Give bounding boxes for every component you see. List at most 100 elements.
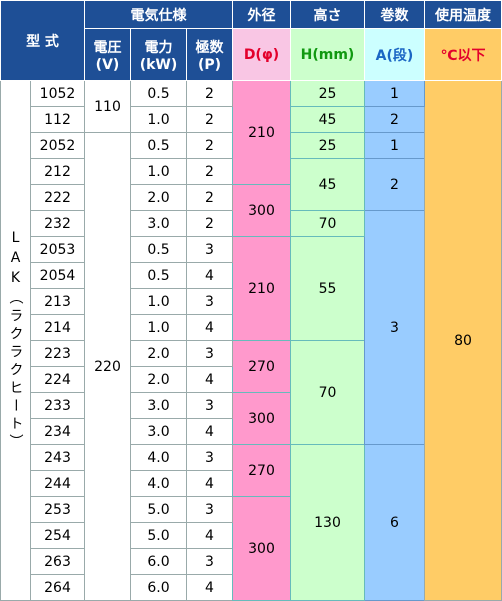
table-row: 223 2.0 3 270 70 [1,340,502,445]
label: 電圧 [93,39,122,56]
height-cell: 45 [290,106,365,133]
power-cell: 0.5 [130,236,187,263]
model-cell: 112 [30,106,85,133]
poles-cell: 2 [186,80,233,107]
turns-cell: 1 [364,132,425,159]
table-row: 2052 220 0.5 2 25 1 [1,132,502,601]
electrical-header: 電気仕様 [84,0,233,29]
poles-cell: 4 [186,522,233,549]
poles-cell: 3 [186,496,233,523]
voltage-header: 電圧 (V) [84,28,131,81]
power-cell: 5.0 [130,522,187,549]
height-cell: 25 [290,132,365,159]
table-row: 212 1.0 2 45 2 [1,158,502,211]
turns-cell: 3 [364,210,425,445]
power-cell: 3.0 [130,418,187,445]
turns-cell: 1 [364,80,425,107]
poles-cell: 3 [186,444,233,471]
power-cell: 1.0 [130,106,187,133]
voltage-cell: 220 [84,132,131,601]
height-cell: 25 [290,80,365,107]
table-row: 232 3.0 2 70 3 [1,210,502,445]
poles-cell: 4 [186,314,233,341]
model-cell: 234 [30,418,85,445]
model-cell: 254 [30,522,85,549]
table-body: LAK（ラクラクヒート） 1052 110 0.5 2 210 25 1 80 112 1.0 2 45… [0,80,502,601]
height-cell: 45 [290,158,365,211]
unit: (kW) [139,56,178,73]
turns-header: 巻数 [364,0,425,29]
model-cell: 264 [30,574,85,601]
table-row: 213 1.0 3 [1,288,502,315]
diameter-unit: D(φ) [232,28,291,81]
power-cell: 3.0 [130,210,187,237]
poles-cell: 2 [186,210,233,237]
model-cell: 223 [30,340,85,367]
poles-header: 極数 (P) [186,28,233,81]
power-cell: 1.0 [130,288,187,315]
label: 極数 [195,39,224,56]
power-cell: 2.0 [130,184,187,211]
poles-cell: 3 [186,392,233,419]
diameter-cell: 270 [232,340,291,393]
height-unit: H(mm) [290,28,365,81]
model-cell: 213 [30,288,85,315]
label: 電力 [144,39,173,56]
turns-cell: 2 [364,158,425,211]
power-cell: 4.0 [130,470,187,497]
table-row: 253 5.0 3 300 [1,496,502,601]
table-row: 112 1.0 2 45 2 [1,106,502,133]
diameter-cell: 210 [232,236,291,341]
table-row: 254 5.0 4 [1,522,502,549]
diameter-cell: 270 [232,444,291,497]
series-name: LAK（ラクラクヒート） [0,80,31,601]
table-header: 型 式 電気仕様 外径 高さ 巻数 使用温度 電圧 (V) 電力 (kW) 極数 (P… [0,0,502,81]
turns-cell: 2 [364,106,425,133]
turns-unit: A(段) [364,28,425,81]
voltage-cell: 110 [84,80,131,133]
power-cell: 0.5 [130,132,187,159]
model-cell: 2053 [30,236,85,263]
diameter-cell: 300 [232,496,291,601]
power-cell: 2.0 [130,340,187,367]
table-row: LAK（ラクラクヒート） 1052 110 0.5 2 210 25 1 80 [0,80,502,601]
power-cell: 0.5 [130,262,187,289]
poles-cell: 3 [186,548,233,575]
diameter-header: 外径 [232,0,291,29]
poles-cell: 2 [186,158,233,185]
model-cell: 232 [30,210,85,237]
unit: (P) [197,56,222,73]
poles-cell: 3 [186,288,233,315]
power-cell: 6.0 [130,548,187,575]
height-cell: 130 [290,444,365,601]
power-cell: 2.0 [130,366,187,393]
table-row: 233 3.0 3 300 [1,392,502,445]
height-header: 高さ [290,0,365,29]
power-cell: 0.5 [130,80,187,107]
diameter-cell: 300 [232,184,291,237]
model-cell: 253 [30,496,85,523]
table-row: 234 3.0 4 [1,418,502,445]
poles-cell: 2 [186,184,233,211]
turns-cell: 6 [364,444,425,601]
table-row: 222 2.0 2 300 [1,184,502,237]
model-cell: 1052 [30,80,85,107]
poles-cell: 3 [186,236,233,263]
model-cell: 222 [30,184,85,211]
height-cell: 70 [290,210,365,237]
unit: (V) [95,56,120,73]
power-cell: 3.0 [130,392,187,419]
poles-cell: 4 [186,574,233,601]
table-row: 264 6.0 4 [1,574,502,601]
poles-cell: 2 [186,106,233,133]
model-cell: 244 [30,470,85,497]
table-row: 244 4.0 4 [1,470,502,497]
model-cell: 233 [30,392,85,419]
poles-cell: 4 [186,418,233,445]
model-cell: 224 [30,366,85,393]
power-cell: 5.0 [130,496,187,523]
model-cell: 263 [30,548,85,575]
power-cell: 4.0 [130,444,187,471]
